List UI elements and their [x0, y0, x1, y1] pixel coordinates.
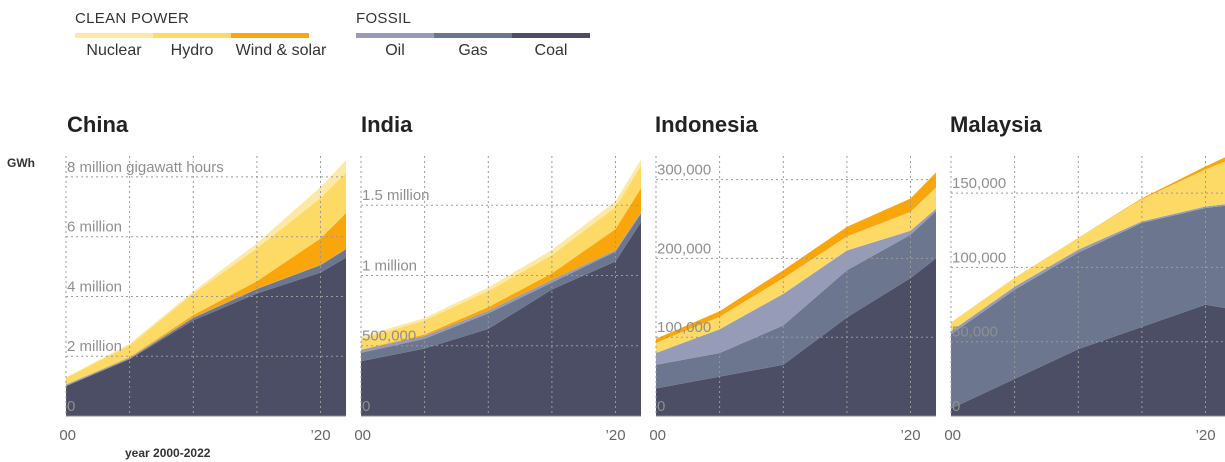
chart-indonesia: 0 100,000 200,000 300,000 ’00 ’20 [650, 156, 936, 444]
y-tick-label: 50,000 [952, 324, 998, 341]
legend-label-oil: Oil [385, 42, 405, 59]
legend-label-hydro: Hydro [170, 42, 214, 59]
legend-swatch-nuclear [75, 33, 153, 38]
x-tick-label: ’00 [355, 427, 371, 444]
x-tick-label: ’00 [60, 427, 76, 444]
y-tick-label: 6 million [67, 219, 122, 236]
area-coal [361, 222, 641, 416]
x-tick-label: ’20 [901, 427, 921, 444]
legend-swatch-wind-solar [231, 33, 309, 38]
panel-title-malaysia: Malaysia [950, 112, 1042, 137]
x-axis-label: year 2000-2022 [125, 446, 211, 460]
area-gas [951, 205, 1225, 409]
y-tick-label: 300,000 [657, 162, 711, 179]
y-tick-label: 1 million [362, 258, 417, 275]
y-tick-label: 4 million [67, 279, 122, 296]
area-gas [656, 211, 936, 389]
area-oil [656, 208, 936, 365]
legend-fossil-title: FOSSIL [356, 10, 412, 27]
legend-swatch-gas [434, 33, 512, 38]
y-tick-label: 200,000 [657, 240, 711, 257]
area-coal [951, 304, 1225, 416]
y-tick-label: 100,000 [952, 249, 1006, 266]
y-unit-label: GWh [7, 156, 35, 170]
area-coal [656, 258, 936, 416]
legend-label-coal: Coal [534, 42, 568, 59]
x-tick-label: ’00 [945, 427, 961, 444]
x-tick-label: ’20 [1196, 427, 1216, 444]
panel-title-indonesia: Indonesia [655, 112, 758, 137]
legend-clean-title: CLEAN POWER [75, 10, 190, 27]
legend-label-nuclear: Nuclear [86, 42, 142, 59]
y-tick-label: 0 [952, 398, 960, 415]
area-hydro [951, 161, 1225, 332]
chart-malaysia: 0 50,000 100,000 150,000 ’00 ’20 [945, 156, 1225, 444]
y-tick-label: 500,000 [362, 328, 416, 345]
area-gas [66, 249, 346, 387]
y-tick-label: 2 million [67, 338, 122, 355]
y-tick-label: 1.5 million [362, 187, 430, 204]
legend-swatch-coal [512, 33, 590, 38]
y-tick-label: 0 [67, 398, 75, 415]
y-tick-label: 150,000 [952, 175, 1006, 192]
legend-swatch-oil [356, 33, 434, 38]
y-tick-label: 0 [362, 398, 370, 415]
panel-title-india: India [361, 112, 413, 137]
chart-india: 0 500,000 1 million 1.5 million ’00 ’20 [355, 156, 641, 444]
legend-swatch-hydro [153, 33, 231, 38]
area-hydro [361, 165, 641, 350]
y-tick-label: 100,000 [657, 319, 711, 336]
legend-label-wind-solar: Wind & solar [235, 42, 327, 59]
x-tick-label: ’20 [311, 427, 331, 444]
y-tick-label: 8 million gigawatt hours [67, 159, 224, 176]
area-coal [66, 257, 346, 416]
x-tick-label: ’00 [650, 427, 666, 444]
panel-title-china: China [67, 112, 129, 137]
legend-label-gas: Gas [458, 42, 488, 59]
area-hydro [656, 187, 936, 353]
x-tick-label: ’20 [606, 427, 626, 444]
y-tick-label: 0 [657, 398, 665, 415]
chart-china: 0 2 million 4 million 6 million 8 million gi… [60, 156, 346, 444]
